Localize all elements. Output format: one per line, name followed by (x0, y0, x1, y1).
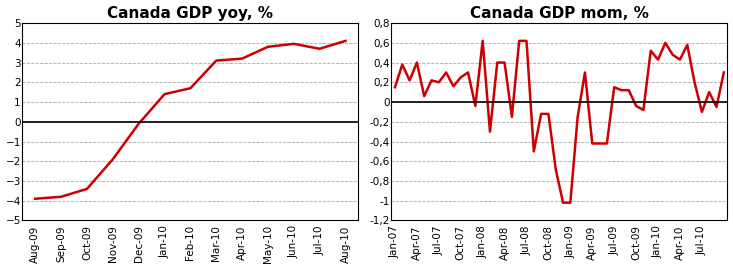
Title: Canada GDP yoy, %: Canada GDP yoy, % (107, 6, 273, 20)
Title: Canada GDP mom, %: Canada GDP mom, % (470, 6, 649, 20)
